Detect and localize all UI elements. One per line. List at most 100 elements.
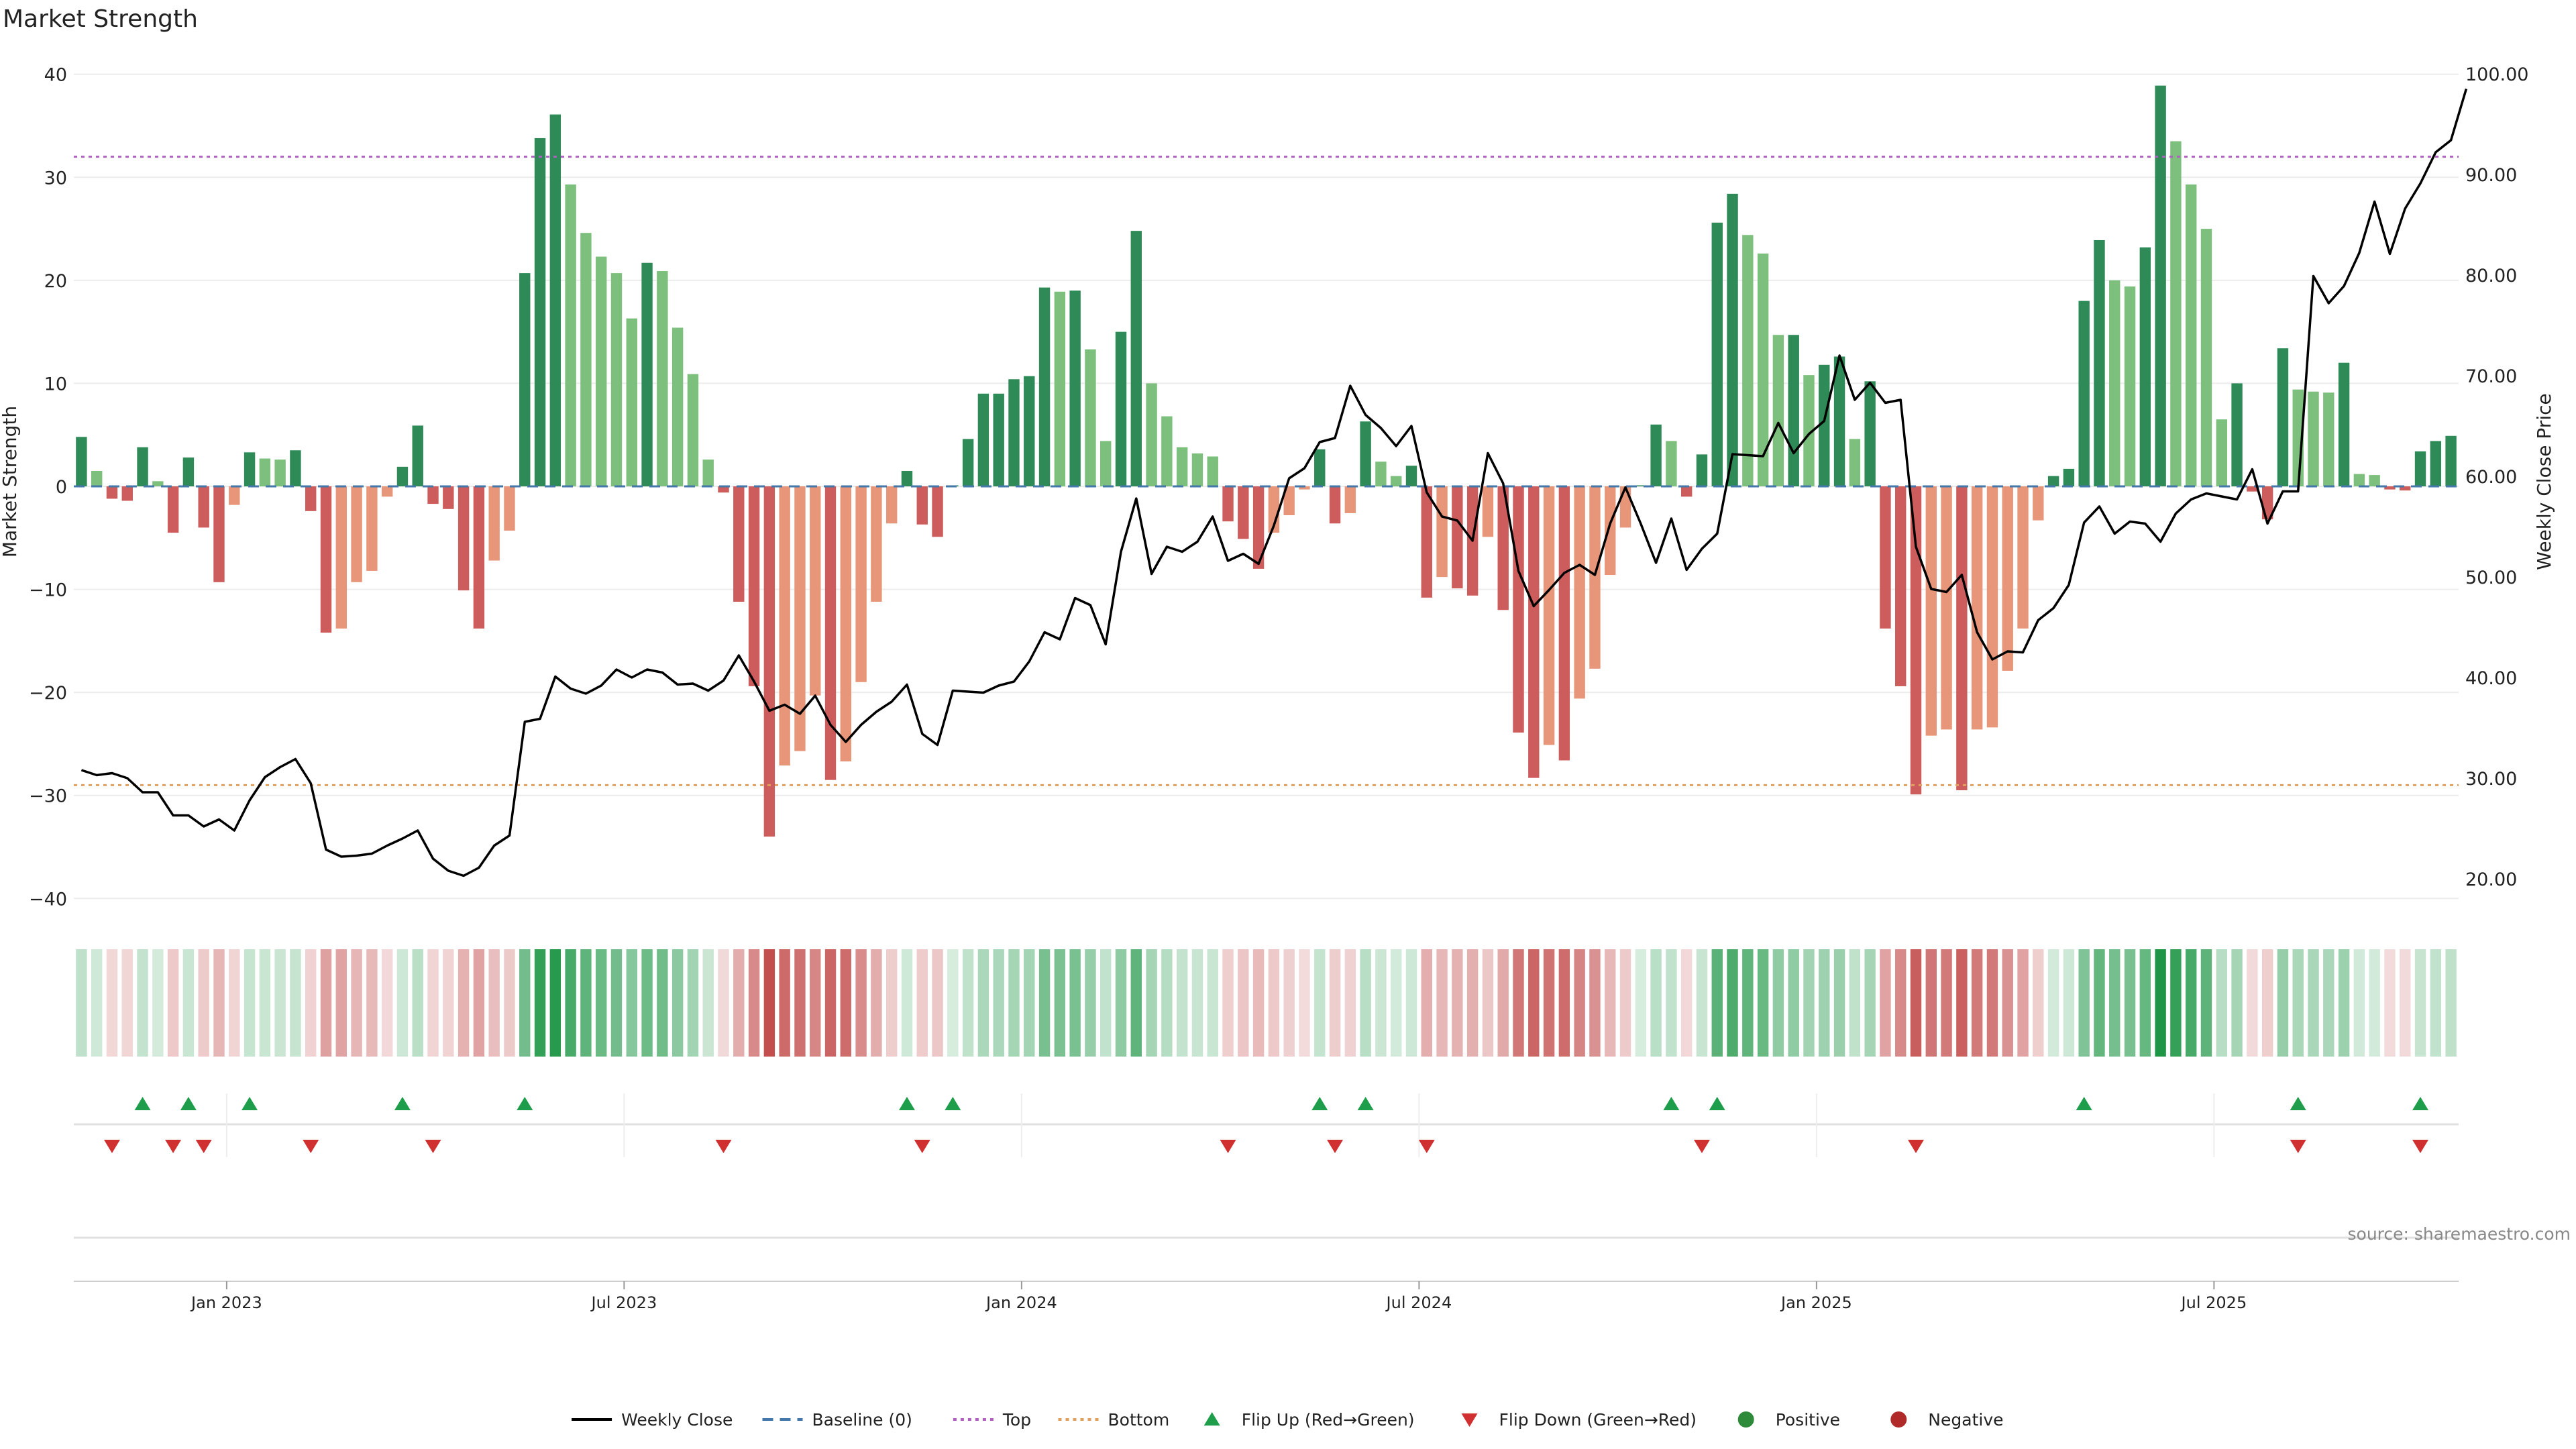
time-axis: Jan 2023 Jul 2023 Jan 2024 Jul 2024 Jan 2025… (74, 1281, 2459, 1312)
heat-cell (229, 949, 240, 1057)
strength-bar (2414, 451, 2426, 486)
heat-cell (2170, 949, 2182, 1057)
strength-bar (2369, 475, 2380, 486)
flip-down-marker (1693, 1140, 1710, 1153)
heat-cell (305, 949, 317, 1057)
strength-bar (1650, 424, 1662, 486)
heat-cell (2002, 949, 2013, 1057)
heat-cell (1482, 949, 1494, 1057)
strength-bar (1146, 383, 1157, 486)
heat-cell (1605, 949, 1616, 1057)
flip-up-marker (134, 1097, 151, 1110)
strength-heatmap-strip (76, 949, 2457, 1057)
y-tick-label: −10 (29, 580, 67, 601)
heat-cell (916, 949, 928, 1057)
strength-bar (137, 447, 148, 486)
heat-cell (824, 949, 837, 1057)
heat-cell (1788, 949, 1799, 1057)
strength-bar (1543, 486, 1555, 745)
strength-bar (1283, 486, 1295, 515)
heat-cell (1558, 949, 1570, 1057)
y2-tick-label: 100.00 (2465, 64, 2528, 85)
heat-cell (1130, 949, 1142, 1057)
heat-cell (504, 949, 515, 1057)
heat-cell (1191, 949, 1203, 1057)
heat-cell (381, 949, 393, 1057)
heat-cell (1466, 949, 1479, 1057)
flip-up-marker (180, 1097, 197, 1110)
heat-cell (2445, 949, 2457, 1057)
strength-bar (182, 458, 195, 486)
heat-cell (1008, 949, 1020, 1057)
heat-cell (1895, 949, 1907, 1057)
legend-item: Negative (1890, 1410, 2004, 1430)
legend-label: Flip Up (Red→Green) (1242, 1410, 1415, 1430)
heat-cell (1666, 949, 1677, 1057)
strength-bar (1452, 486, 1463, 589)
heat-cell (2292, 949, 2304, 1057)
strength-bar (1008, 379, 1020, 486)
strength-bar (885, 486, 898, 524)
strength-bar (1069, 290, 1081, 486)
heat-cell (1299, 949, 1310, 1057)
heat-cell (91, 949, 103, 1057)
flip-down-marker (165, 1140, 182, 1153)
strength-bar (2139, 247, 2151, 486)
heat-cell (1925, 949, 1937, 1057)
strength-bar (2047, 476, 2059, 486)
strength-bar (1299, 486, 1310, 490)
strength-bar (2200, 229, 2212, 486)
y-tick-label: 40 (44, 65, 67, 86)
heat-cell (901, 949, 913, 1057)
strength-bar (1207, 456, 1218, 486)
heat-cell (1619, 949, 1631, 1057)
heat-cell (259, 949, 271, 1057)
flip-up-marker (945, 1097, 961, 1110)
weekly-close-line (80, 89, 2468, 877)
strength-bar (366, 486, 378, 571)
heat-cell (1100, 949, 1112, 1057)
heat-cell (1238, 949, 1249, 1057)
strength-bar (1757, 253, 1769, 486)
legend-item: Baseline (0) (762, 1410, 912, 1430)
strength-bar (1742, 235, 1754, 486)
flip-up-marker (517, 1097, 533, 1110)
strength-bar (779, 486, 790, 766)
strength-bar (1574, 486, 1585, 699)
heat-cell (1268, 949, 1280, 1057)
strength-bar (1497, 486, 1509, 610)
legend-label: Baseline (0) (812, 1410, 912, 1430)
strength-bar (1054, 291, 1066, 486)
strength-bar (1268, 486, 1280, 533)
flip-up-marker (394, 1097, 411, 1110)
heat-cell (1024, 949, 1035, 1057)
strength-bar (396, 466, 409, 486)
heat-cell (1849, 949, 1861, 1057)
strength-bar (1666, 441, 1677, 486)
strength-bar (412, 425, 423, 486)
strength-bar (1680, 486, 1693, 497)
heat-cell (840, 949, 852, 1057)
flip-up-marker (1357, 1097, 1374, 1110)
strength-bar (1956, 486, 1968, 791)
heat-cell (748, 949, 760, 1057)
flip-down-marker (303, 1140, 319, 1153)
strength-bar (381, 486, 393, 497)
strength-bar (1819, 364, 1830, 486)
heat-cell (672, 949, 684, 1057)
strength-bar (824, 486, 837, 780)
heat-cell (1543, 949, 1555, 1057)
strength-bar (1405, 466, 1417, 486)
heat-cell (657, 949, 668, 1057)
heat-cell (733, 949, 745, 1057)
heat-cell (2139, 949, 2151, 1057)
strength-bar (962, 439, 974, 486)
strength-bar (702, 460, 714, 486)
strength-bar (763, 486, 775, 837)
heat-cell (2430, 949, 2442, 1057)
heat-cell (1222, 949, 1234, 1057)
strength-bar (1252, 486, 1265, 569)
heat-cell (290, 949, 301, 1057)
legend-item: Flip Up (Red→Green) (1203, 1410, 1415, 1430)
